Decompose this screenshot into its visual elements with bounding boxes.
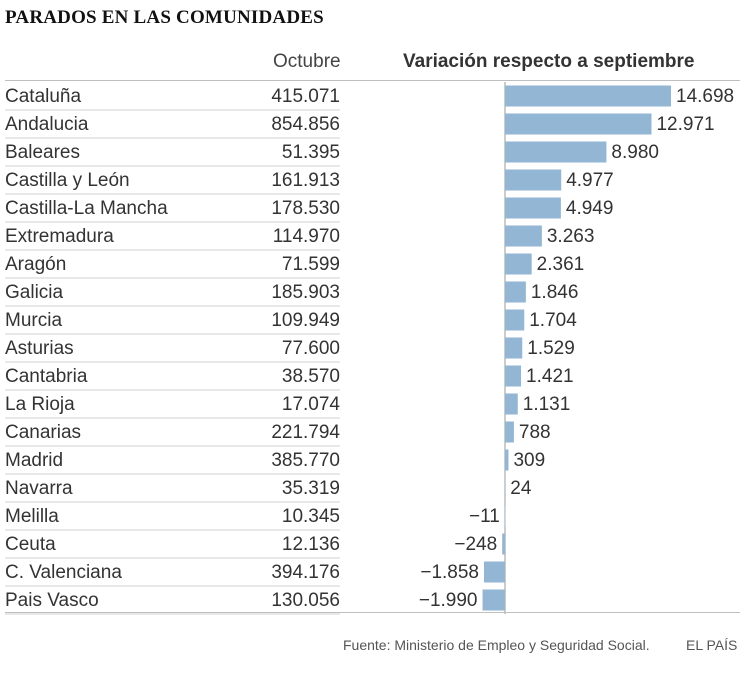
column-header-octubre: Octubre (273, 51, 341, 72)
variation-value-label: −1.858 (420, 562, 479, 583)
variation-bar (505, 421, 514, 443)
column-header-variacion: Variación respecto a septiembre (403, 51, 695, 72)
category-label: Galicia (5, 282, 64, 303)
category-label: Baleares (5, 142, 80, 163)
category-label: Cantabria (5, 366, 88, 387)
variation-bar (505, 393, 518, 415)
category-label: Madrid (5, 450, 63, 471)
octubre-value: 161.913 (271, 170, 340, 191)
category-label: Canarias (5, 422, 81, 443)
octubre-value: 130.056 (271, 590, 340, 611)
variation-bar (505, 169, 562, 191)
category-label: Extremadura (5, 226, 114, 247)
variation-bar (505, 113, 652, 135)
octubre-value: 38.570 (282, 366, 340, 387)
variation-value-label: 309 (513, 450, 545, 471)
variation-bar (504, 505, 506, 527)
category-label: Navarra (5, 478, 73, 499)
variation-bar (505, 477, 506, 499)
brand-logo-text: EL PAÍS (686, 637, 738, 653)
chart-title: PARADOS EN LAS COMUNIDADES (5, 7, 324, 28)
variation-bar (502, 533, 505, 555)
source-note: Fuente: Ministerio de Empleo y Seguridad… (343, 637, 650, 653)
category-label: Murcia (5, 310, 62, 331)
variation-value-label: 4.949 (566, 198, 614, 219)
octubre-value: 35.319 (282, 478, 340, 499)
variation-bar (484, 561, 505, 583)
octubre-value: 12.136 (282, 534, 340, 555)
variation-value-label: 4.977 (566, 170, 614, 191)
category-label: C. Valenciana (5, 562, 122, 583)
category-label: Castilla-La Mancha (5, 198, 168, 219)
category-label: Aragón (5, 254, 66, 275)
variation-value-label: 1.529 (527, 338, 575, 359)
variation-bar (505, 365, 522, 387)
variation-bar (505, 309, 525, 331)
variation-value-label: 1.704 (529, 310, 577, 331)
variation-bar (482, 589, 505, 611)
category-label: Castilla y León (5, 170, 130, 191)
variation-value-label: 1.421 (526, 366, 574, 387)
category-label: Asturias (5, 338, 74, 359)
octubre-value: 415.071 (271, 86, 340, 107)
variation-value-label: 3.263 (547, 226, 595, 247)
octubre-value: 394.176 (271, 562, 340, 583)
variation-bar (505, 449, 509, 471)
variation-bar (505, 141, 607, 163)
variation-value-label: 788 (519, 422, 551, 443)
octubre-value: 109.949 (271, 310, 340, 331)
category-label: Melilla (5, 506, 59, 527)
octubre-value: 854.856 (271, 114, 340, 135)
variation-value-label: 1.846 (531, 282, 579, 303)
variation-bar (505, 197, 561, 219)
variation-bar (505, 85, 671, 107)
octubre-value: 10.345 (282, 506, 340, 527)
variation-value-label: −1.990 (419, 590, 478, 611)
octubre-value: 51.395 (282, 142, 340, 163)
variation-bar (505, 337, 523, 359)
variation-value-label: 12.971 (656, 114, 714, 135)
octubre-value: 178.530 (271, 198, 340, 219)
variation-value-label: 8.980 (611, 142, 659, 163)
variation-bar (505, 225, 542, 247)
octubre-value: 385.770 (271, 450, 340, 471)
octubre-value: 185.903 (271, 282, 340, 303)
category-label: Ceuta (5, 534, 56, 555)
variation-bar (505, 253, 532, 275)
variation-value-label: 24 (510, 478, 532, 499)
variation-value-label: −248 (454, 534, 497, 555)
variation-bar (505, 281, 526, 303)
header-divider (5, 80, 740, 81)
footer-divider (5, 612, 740, 613)
octubre-value: 114.970 (273, 226, 340, 247)
category-label: Cataluña (5, 86, 81, 107)
category-label: Andalucia (5, 114, 89, 135)
octubre-value: 71.599 (282, 254, 340, 275)
category-label: La Rioja (5, 394, 75, 415)
variation-value-label: 2.361 (537, 254, 585, 275)
variation-value-label: 1.131 (523, 394, 571, 415)
category-label: Pais Vasco (5, 590, 99, 611)
variation-value-label: −11 (469, 506, 500, 527)
octubre-value: 221.794 (271, 422, 340, 443)
octubre-value: 17.074 (282, 394, 341, 415)
octubre-value: 77.600 (282, 338, 340, 359)
variation-value-label: 14.698 (676, 86, 734, 107)
